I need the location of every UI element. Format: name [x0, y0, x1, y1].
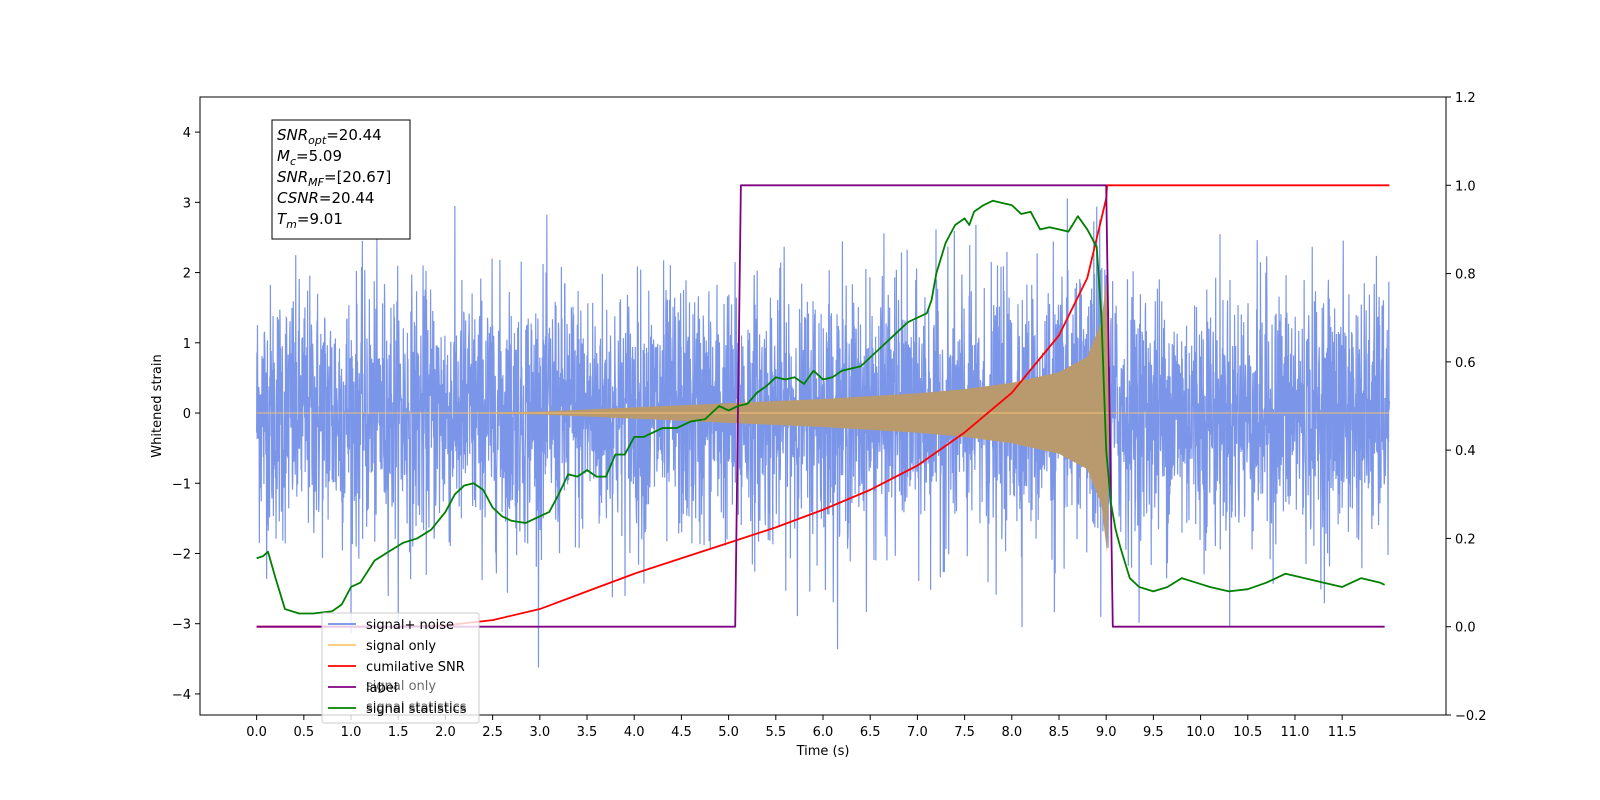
legend-ghost-label: signal statistics	[366, 700, 467, 715]
x-tick-label: 11.0	[1280, 725, 1309, 740]
legend-frame	[321, 612, 480, 724]
x-tick-label: 2.0	[435, 725, 456, 740]
x-tick-label: 8.5	[1049, 725, 1070, 740]
series-signal-noise	[256, 198, 1390, 668]
x-tick-label: 1.5	[388, 725, 409, 740]
info-line: SNRopt=20.44	[277, 126, 382, 147]
y-right-tick-label: 1.2	[1455, 91, 1476, 106]
x-tick-label: 9.0	[1096, 725, 1117, 740]
x-tick-label: 5.5	[765, 725, 786, 740]
y-axis-ticks: −4 −3 −2 −1 0 1 2 3 4	[172, 126, 200, 703]
x-tick-label: 11.5	[1328, 725, 1357, 740]
series-label	[256, 184, 1385, 628]
x-tick-label: 9.5	[1143, 725, 1164, 740]
legend-label: cumilative SNR	[366, 660, 465, 675]
x-tick-label: 4.0	[624, 725, 645, 740]
y-tick-label: 4	[183, 126, 191, 141]
info-box-frame	[271, 119, 411, 240]
info-line: Tm=9.01	[277, 210, 343, 231]
y-tick-label: 2	[183, 267, 191, 282]
x-tick-label: 7.0	[907, 725, 928, 740]
series-cumilative-snr	[256, 184, 1390, 628]
noise-layer	[256, 198, 1390, 668]
legend-label: label	[366, 681, 397, 696]
y-tick-label: 0	[183, 407, 191, 422]
y-tick-label: −3	[172, 618, 191, 633]
x-tick-label: 3.0	[529, 725, 550, 740]
y-tick-label: 1	[183, 337, 191, 352]
x-tick-label: 10.5	[1233, 725, 1262, 740]
x-tick-label: 8.0	[1001, 725, 1022, 740]
x-tick-label: 7.5	[954, 725, 975, 740]
y-right-tick-label: 0.0	[1455, 621, 1476, 636]
y-tick-label: −1	[172, 477, 191, 492]
x-tick-label: 2.5	[482, 725, 503, 740]
x-axis-label: Time (s)	[796, 744, 850, 759]
x-tick-label: 6.0	[813, 725, 834, 740]
legend-label: signal+ noise	[366, 618, 454, 633]
info-line: CSNR=20.44	[277, 189, 374, 207]
x-tick-label: 0.0	[246, 725, 267, 740]
y-right-tick-label: 1.0	[1455, 179, 1476, 194]
legend-label: signal statistics	[366, 702, 467, 717]
info-line: Mc=5.09	[277, 147, 342, 168]
x-tick-label: 5.0	[718, 725, 739, 740]
series-signal-statistics	[256, 199, 1386, 615]
x-tick-label: 6.5	[860, 725, 881, 740]
y-tick-label: −4	[172, 688, 191, 703]
y-tick-label: −2	[172, 547, 191, 562]
x-tick-label: 0.5	[293, 725, 314, 740]
y-right-tick-label: 0.2	[1455, 532, 1476, 547]
x-tick-label: 3.5	[577, 725, 598, 740]
x-tick-label: 10.0	[1186, 725, 1215, 740]
y-right-tick-label: 0.6	[1455, 356, 1476, 371]
x-tick-label: 4.5	[671, 725, 692, 740]
y-right-tick-label: 0.8	[1455, 268, 1476, 283]
lines-layer	[256, 184, 1390, 628]
y-right-tick-label: 0.4	[1455, 444, 1476, 459]
y-right-tick-label: −0.2	[1455, 709, 1487, 724]
chirp-layer	[256, 272, 1390, 554]
x-tick-label: 1.0	[341, 725, 362, 740]
y-tick-label: 3	[183, 196, 191, 211]
legend-label: signal only	[366, 639, 436, 654]
info-box: SNRopt=20.44Mc=5.09SNRMF=[20.67]CSNR=20.…	[271, 119, 411, 240]
y-axis-right-ticks: −0.2 0.0 0.2 0.4 0.6 0.8 1.0 1.2	[1446, 91, 1487, 724]
x-axis-ticks: 0.0 0.5 1.0 1.5 2.0 2.5 3.0 3.5 4.0 4.5 5.0 5.5 6.0 6…	[246, 715, 1357, 740]
legend: signal only signal statistics signal+ nois…	[321, 612, 480, 724]
y-axis-label: Whitened strain	[150, 354, 165, 457]
legend-ghost-label: signal only	[366, 679, 436, 694]
info-line: SNRMF=[20.67]	[277, 168, 391, 189]
